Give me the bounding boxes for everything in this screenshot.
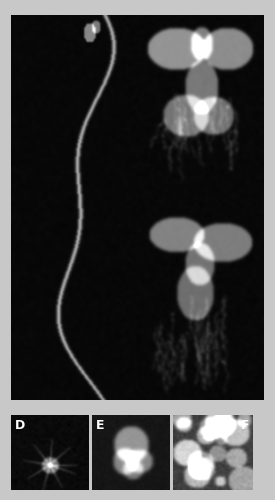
Text: B: B: [131, 21, 141, 34]
Text: C: C: [131, 202, 140, 214]
Text: D: D: [15, 419, 25, 432]
Text: E: E: [96, 419, 104, 432]
Text: A: A: [16, 21, 26, 34]
Text: F: F: [241, 419, 249, 432]
